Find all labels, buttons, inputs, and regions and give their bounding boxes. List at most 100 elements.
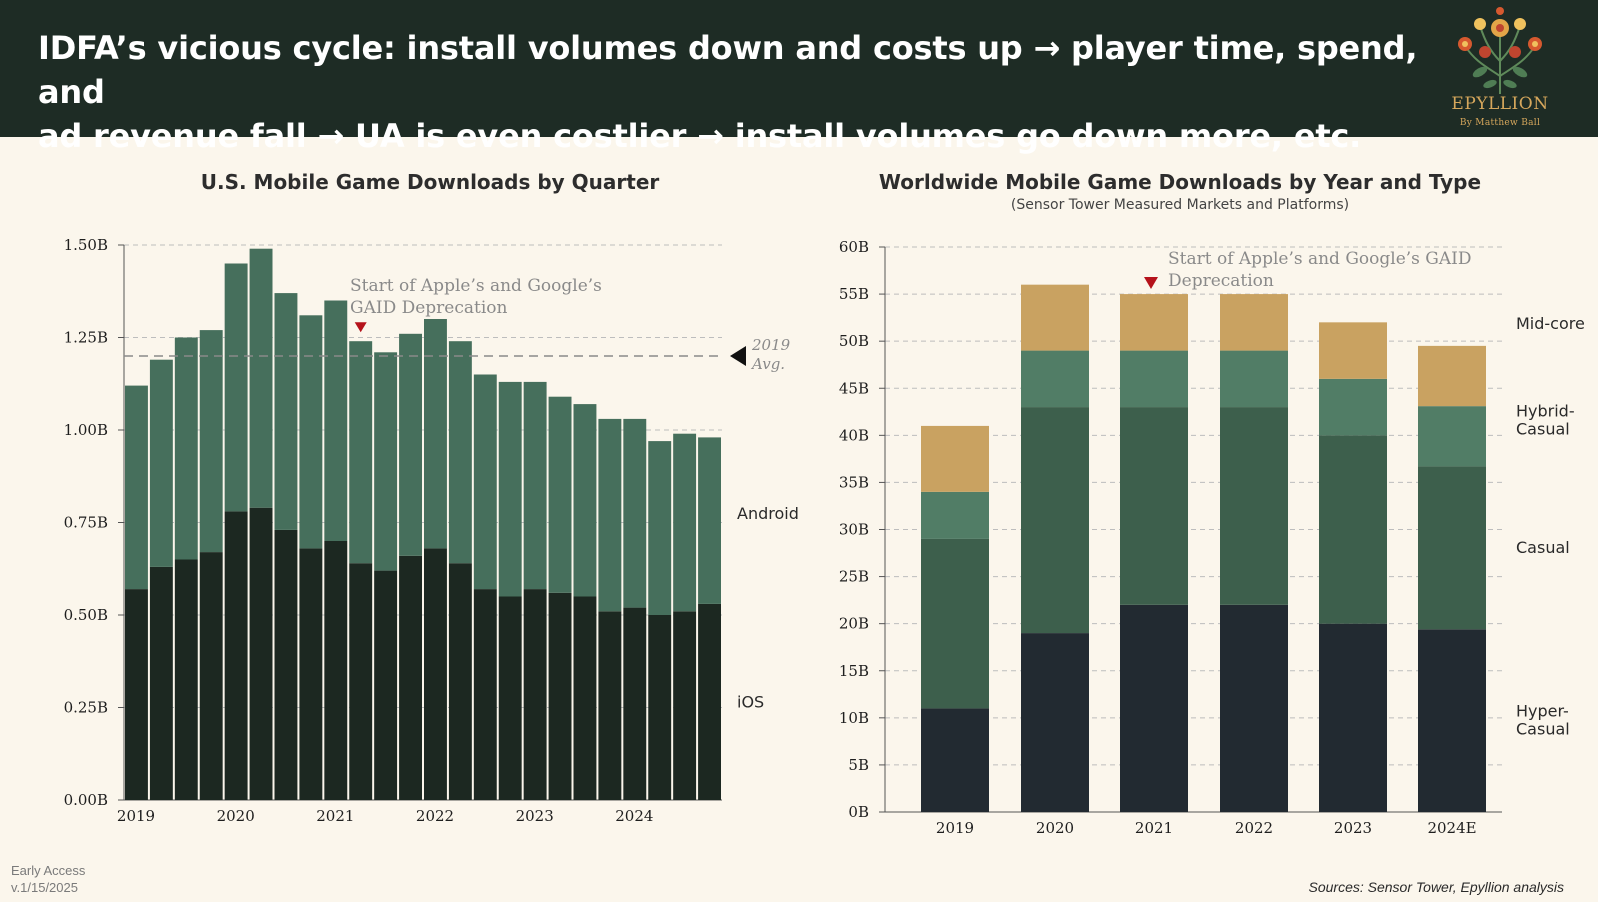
y-tick-label: 0.75B (64, 514, 108, 532)
footer-version: Early Access v.1/15/2025 (11, 862, 85, 896)
bar-hyper-casual-2022 (1220, 604, 1288, 812)
bar-ios-q1-2020 (224, 511, 248, 800)
bar-hyper-casual-2020 (1021, 633, 1089, 812)
bar-casual-2023 (1319, 435, 1387, 624)
bar-hybrid-casual-2020 (1021, 350, 1089, 408)
legend-mid-core-line-1: Mid-core (1516, 314, 1585, 333)
x-tick-label: 2023 (1334, 819, 1372, 837)
bar-hyper-casual-2019 (921, 708, 989, 812)
bar-ios-q2-2019 (149, 566, 173, 800)
legend-hyper-casual-line-1: Hyper- (1516, 702, 1569, 721)
legend-hyper-casual-line-2: Casual (1516, 720, 1570, 739)
bar-ios-q1-2024 (623, 607, 647, 800)
bar-ios-q4-2021 (399, 555, 422, 800)
bar-android-q2-2021 (349, 341, 373, 564)
bar-mid-core-2019 (921, 425, 989, 492)
bar-android-q3-2024 (673, 433, 697, 612)
avg-label-line-2: Avg. (750, 355, 785, 373)
bar-casual-2020 (1021, 407, 1089, 634)
us-quarterly-downloads-chart: 0.00B 0.25B 0.50B 0.75B 1.00B 1.25B 1.50B 2019 2… (64, 236, 799, 825)
bar-android-q3-2023 (573, 404, 597, 597)
bar-mid-core-2024e (1418, 345, 1486, 407)
bar-ios-q4-2024 (698, 603, 721, 800)
bar-android-q1-2021 (324, 300, 348, 541)
y-tick-label: 40B (839, 426, 869, 444)
bar-ios-q2-2021 (349, 563, 373, 800)
bar-hybrid-casual-2024e (1418, 406, 1486, 467)
bar-mid-core-2021 (1120, 294, 1188, 351)
bar-android-q4-2022 (498, 381, 522, 597)
bar-android-q4-2021 (399, 333, 422, 556)
bar-ios-q3-2023 (573, 596, 597, 800)
bar-android-q1-2019 (125, 385, 148, 590)
x-tick-label: 2022 (1235, 819, 1273, 837)
bar-mid-core-2022 (1220, 294, 1288, 351)
annotation-line-1: Start of Apple’s and Google’s GAID (1168, 249, 1472, 269)
bar-android-q4-2020 (299, 315, 323, 549)
bar-ios-q4-2020 (299, 548, 323, 800)
legend-hybrid-casual-line-2: Casual (1516, 419, 1570, 438)
gaid-marker-icon (354, 322, 367, 333)
chart-2-title: Worldwide Mobile Game Downloads by Year … (878, 170, 1482, 194)
bar-android-q4-2024 (698, 437, 721, 604)
worldwide-yearly-downloads-chart: 0B 5B 10B 15B 20B 25B 30B 35B 40B 45B 50B 55B 60B 201… (839, 238, 1585, 837)
y-tick-label: 60B (839, 238, 869, 256)
bar-android-q4-2023 (598, 418, 622, 612)
y-tick-label: 25B (839, 568, 869, 586)
y-tick-label: 15B (839, 662, 869, 680)
x-tick-label: 2022 (416, 807, 454, 825)
bar-ios-q3-2021 (374, 570, 398, 800)
header-banner: IDFA’s vicious cycle: install volumes do… (0, 0, 1598, 155)
y-tick-label: 0.00B (64, 791, 108, 809)
y-tick-label: 1.00B (64, 421, 108, 439)
y-tick-label: 50B (839, 332, 869, 350)
bar-android-q2-2022 (448, 341, 472, 564)
bar-android-q2-2023 (548, 396, 572, 593)
x-tick-label: 2024E (1427, 819, 1476, 837)
headline-line-1: IDFA’s vicious cycle: install volumes do… (38, 29, 1418, 111)
y-tick-label: 5B (848, 756, 869, 774)
headline: IDFA’s vicious cycle: install volumes do… (38, 26, 1418, 158)
x-tick-label: 2020 (217, 807, 255, 825)
y-tick-label: 45B (839, 379, 869, 397)
x-tick-label: 2019 (117, 807, 155, 825)
gaid-marker-icon (1144, 277, 1158, 289)
x-tick-label: 2021 (316, 807, 354, 825)
bar-hybrid-casual-2022 (1220, 350, 1288, 408)
bar-android-q3-2020 (274, 293, 298, 530)
bar-hyper-casual-2023 (1319, 623, 1387, 812)
y-tick-label: 30B (839, 521, 869, 539)
bar-android-q1-2022 (424, 319, 447, 549)
legend-casual-line-1: Casual (1516, 538, 1570, 557)
bar-android-q1-2023 (523, 381, 547, 590)
sources-note: Sources: Sensor Tower, Epyllion analysis (1308, 879, 1565, 895)
bar-ios-q4-2022 (498, 596, 522, 800)
bar-ios-q4-2019 (199, 552, 223, 800)
avg-pointer-icon (730, 346, 746, 366)
bar-android-q2-2019 (149, 359, 173, 567)
bar-ios-q2-2024 (648, 615, 672, 800)
bar-ios-q3-2022 (473, 589, 497, 800)
annotation-line-2: GAID Deprecation (350, 298, 508, 318)
x-tick-label: 2019 (936, 819, 974, 837)
bar-mid-core-2020 (1021, 284, 1089, 351)
bar-hyper-casual-2021 (1120, 604, 1188, 812)
bar-android-q2-2020 (249, 248, 273, 508)
bar-android-q4-2019 (199, 330, 223, 553)
legend-ios: iOS (737, 693, 764, 712)
y-tick-label: 10B (839, 709, 869, 727)
bar-hybrid-casual-2023 (1319, 378, 1387, 436)
y-tick-label: 35B (839, 473, 869, 491)
y-tick-label: 1.50B (64, 236, 108, 254)
chart-2-subtitle: (Sensor Tower Measured Markets and Platf… (1010, 197, 1350, 213)
bar-ios-q1-2019 (125, 589, 148, 800)
early-access-label: Early Access (11, 863, 86, 878)
bar-android-q1-2024 (623, 418, 647, 608)
bar-ios-q1-2022 (424, 548, 447, 800)
bar-android-q1-2020 (224, 263, 248, 512)
x-tick-label: 2020 (1036, 819, 1074, 837)
bar-ios-q2-2020 (249, 507, 273, 800)
annotation-line-2: Deprecation (1168, 271, 1274, 291)
bar-ios-q1-2023 (523, 589, 547, 800)
y-tick-label: 0B (848, 803, 869, 821)
